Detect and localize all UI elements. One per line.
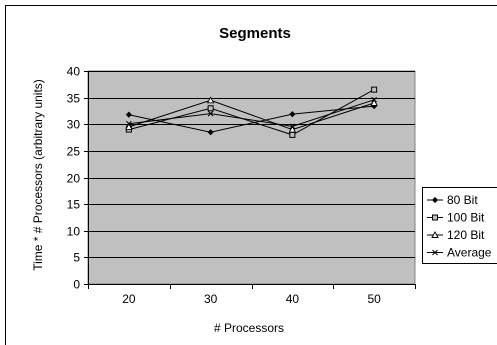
y-tick-label: 10 xyxy=(67,225,81,239)
legend-label: Average xyxy=(447,246,492,260)
series-line-120-bit xyxy=(128,99,375,131)
legend-label: 100 Bit xyxy=(447,211,485,225)
legend-label: 120 Bit xyxy=(447,228,485,242)
data-point xyxy=(125,111,132,118)
legend: 80 Bit 100 Bit 120 Bit Average xyxy=(422,187,497,264)
data-point xyxy=(289,123,296,130)
legend-marker xyxy=(431,196,439,204)
data-point xyxy=(289,111,296,118)
data-point xyxy=(370,99,378,106)
data-point xyxy=(207,105,214,112)
x-tick-label: 50 xyxy=(367,292,381,306)
legend-label: 80 Bit xyxy=(447,193,478,207)
legend-marker xyxy=(431,231,439,238)
series-line-average xyxy=(128,99,375,127)
y-tick-label: 0 xyxy=(73,278,80,292)
x-axis-title: # Processors xyxy=(214,321,284,335)
y-axis-title: Time * # Processors (arbitrary units) xyxy=(31,79,45,271)
series-line-80-bit xyxy=(128,105,375,133)
data-point xyxy=(288,125,297,133)
y-tick-label: 35 xyxy=(67,92,81,106)
data-point xyxy=(371,86,378,93)
chart-title: Segments xyxy=(219,25,291,42)
y-tick-label: 30 xyxy=(67,118,81,132)
data-point xyxy=(371,96,377,103)
plot-area xyxy=(87,70,416,285)
data-point xyxy=(206,96,215,104)
legend-marker xyxy=(432,214,438,221)
y-tick-label: 5 xyxy=(73,251,80,265)
y-tick-label: 25 xyxy=(67,145,81,159)
y-tick-label: 20 xyxy=(67,172,81,186)
y-tick-label: 40 xyxy=(67,65,81,79)
data-point xyxy=(289,131,296,138)
data-point xyxy=(125,122,133,130)
x-tick-label: 40 xyxy=(286,292,300,306)
plot-layer: 0 5 10 15 20 25 30 35 40 20 30 40 50 xyxy=(67,65,416,306)
legend-marker xyxy=(432,249,438,256)
y-tick-label: 15 xyxy=(67,198,81,212)
data-point xyxy=(207,129,214,136)
x-tick-label: 30 xyxy=(204,292,218,306)
x-tick-label: 20 xyxy=(122,292,136,306)
data-point xyxy=(126,120,132,127)
data-point xyxy=(207,110,214,117)
